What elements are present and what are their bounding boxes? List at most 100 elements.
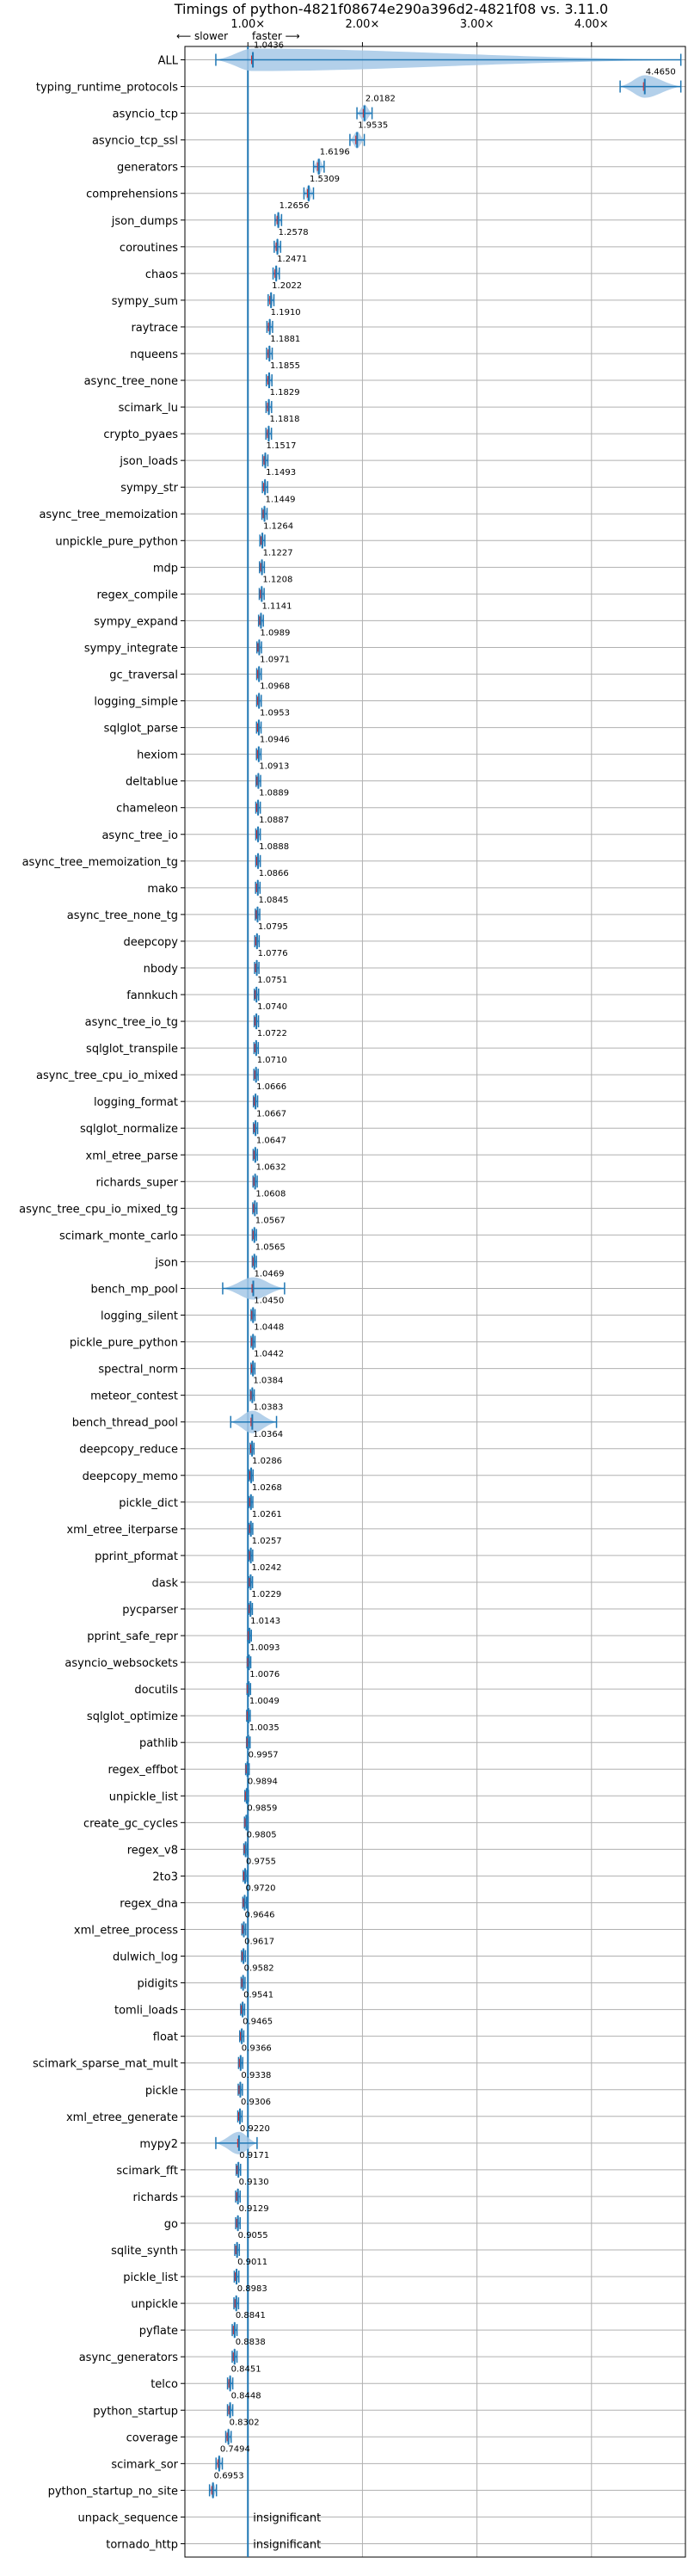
value-label: 1.0722	[257, 1029, 287, 1038]
benchmark-name: raytrace	[131, 322, 178, 335]
value-label: 0.9957	[249, 1750, 279, 1759]
benchmark-name: scimark_lu	[119, 402, 178, 415]
benchmark-name: xml_etree_parse	[86, 1149, 178, 1162]
benchmark-name: float	[153, 2031, 178, 2044]
benchmark-name: regex_effbot	[108, 1764, 178, 1777]
benchmark-name: richards_super	[95, 1176, 178, 1189]
value-label: 1.1449	[266, 495, 296, 504]
value-label: 0.9055	[238, 2231, 268, 2240]
value-label: 0.8302	[230, 2418, 260, 2427]
benchmark-name: regex_compile	[96, 589, 178, 601]
value-label: 0.6953	[214, 2471, 244, 2480]
benchmark-name: go	[164, 2218, 178, 2231]
value-label: 1.0647	[256, 1136, 286, 1145]
value-label: 0.9306	[241, 2098, 271, 2107]
benchmark-name: pprint_pformat	[95, 1550, 178, 1563]
benchmark-name: comprehensions	[86, 188, 178, 201]
value-label: 0.9859	[247, 1803, 277, 1813]
benchmark-name: crypto_pyaes	[103, 428, 178, 441]
labels-layer: 1.00× 2.00× 3.00× 4.00× ALL 1.0436 typing_runt…	[19, 18, 676, 2551]
benchmark-name: deepcopy_reduce	[79, 1444, 178, 1457]
benchmark-name: logging_format	[94, 1096, 178, 1109]
benchmark-name: hexiom	[137, 749, 178, 762]
benchmark-name: tornado_http	[106, 2538, 178, 2551]
value-label: 1.0776	[258, 949, 288, 958]
value-label: 1.5309	[310, 175, 340, 184]
value-label: 1.0286	[252, 1457, 282, 1466]
benchmark-name: json	[154, 1256, 178, 1269]
value-label: 1.2656	[280, 201, 310, 211]
value-label: 1.0946	[260, 736, 290, 745]
value-label: 1.0450	[254, 1297, 284, 1306]
benchmark-name: xml_etree_process	[74, 1925, 178, 1938]
benchmark-name: bench_thread_pool	[72, 1417, 178, 1430]
benchmark-name: sqlglot_transpile	[86, 1043, 178, 1056]
benchmark-name: scimark_sparse_mat_mult	[33, 2058, 178, 2071]
benchmark-name: gc_traversal	[109, 669, 178, 682]
benchmark-name: sympy_sum	[112, 295, 178, 308]
insignificant-label: insignificant	[253, 2538, 321, 2551]
value-label: 1.0383	[253, 1403, 283, 1413]
benchmark-name: meteor_contest	[90, 1390, 178, 1403]
value-label: 1.0448	[254, 1323, 284, 1333]
value-label: 1.1818	[269, 415, 299, 424]
x-tick-label: 1.00×	[230, 18, 265, 31]
benchmark-name: deepcopy_memo	[83, 1470, 178, 1483]
value-label: 1.0268	[252, 1483, 282, 1493]
value-label: 1.1208	[262, 575, 292, 584]
benchmark-name: chaos	[145, 268, 178, 281]
insignificant-label: insignificant	[253, 2511, 321, 2524]
benchmark-name: async_tree_io_tg	[85, 1016, 178, 1029]
benchmark-name: spectral_norm	[98, 1364, 178, 1377]
value-label: 1.0953	[260, 709, 290, 718]
benchmark-name: fannkuch	[126, 989, 178, 1002]
benchmark-name: sqlglot_parse	[104, 723, 178, 736]
value-label: 1.1517	[266, 441, 296, 451]
value-label: 1.0845	[259, 896, 289, 905]
benchmark-name: python_startup	[93, 2405, 178, 2418]
value-label: 1.0989	[260, 628, 290, 638]
value-label: 0.9465	[243, 2018, 273, 2027]
value-label: 1.1141	[261, 601, 292, 611]
value-label: 0.9366	[242, 2044, 272, 2054]
benchmark-name: pidigits	[138, 1978, 179, 1991]
benchmark-name: scimark_fft	[116, 2165, 178, 2178]
benchmark-name: tomli_loads	[114, 2005, 178, 2018]
benchmark-name: async_tree_cpu_io_mixed	[36, 1069, 178, 1082]
benchmark-name: async_tree_memoization_tg	[22, 856, 178, 869]
benchmark-name: pprint_safe_repr	[87, 1630, 178, 1643]
x-tick-label: 3.00×	[460, 18, 494, 31]
value-label: 1.1493	[266, 468, 296, 478]
value-label: 0.9582	[244, 1964, 274, 1974]
value-label: 1.2578	[279, 228, 309, 237]
benchmark-name: generators	[117, 162, 178, 175]
benchmark-name: asyncio_websockets	[64, 1657, 178, 1670]
value-label: 1.0971	[260, 656, 290, 665]
value-label: 0.8983	[237, 2284, 267, 2294]
value-label: 1.0229	[251, 1590, 281, 1599]
benchmark-name: pyflate	[139, 2325, 178, 2338]
value-label: 1.9535	[358, 121, 388, 131]
value-label: 1.0710	[257, 1056, 287, 1065]
value-label: 1.0076	[249, 1670, 280, 1679]
benchmark-name: deltablue	[126, 776, 178, 789]
value-label: 1.0667	[256, 1109, 286, 1119]
value-label: 0.9755	[246, 1857, 276, 1866]
benchmark-name: unpickle_pure_python	[55, 535, 178, 548]
value-label: 0.9646	[245, 1911, 275, 1920]
value-label: 1.1227	[263, 548, 293, 558]
benchmark-name: bench_mp_pool	[90, 1283, 178, 1296]
value-label: 0.9338	[241, 2071, 271, 2080]
benchmark-name: scimark_sor	[111, 2458, 178, 2471]
value-label: 1.0436	[254, 41, 284, 51]
value-label: 0.8838	[236, 2338, 266, 2347]
value-label: 1.0740	[257, 1002, 287, 1012]
benchmark-name: regex_dna	[120, 1897, 178, 1910]
benchmark-name: unpickle	[131, 2298, 178, 2311]
benchmark-name: pycparser	[122, 1604, 178, 1617]
benchmark-name: asyncio_tcp_ssl	[92, 135, 178, 148]
benchmark-name: regex_v8	[127, 1844, 178, 1857]
benchmark-name: sympy_integrate	[84, 642, 178, 655]
value-label: 1.0565	[255, 1242, 286, 1252]
benchmark-name: mdp	[153, 562, 178, 575]
